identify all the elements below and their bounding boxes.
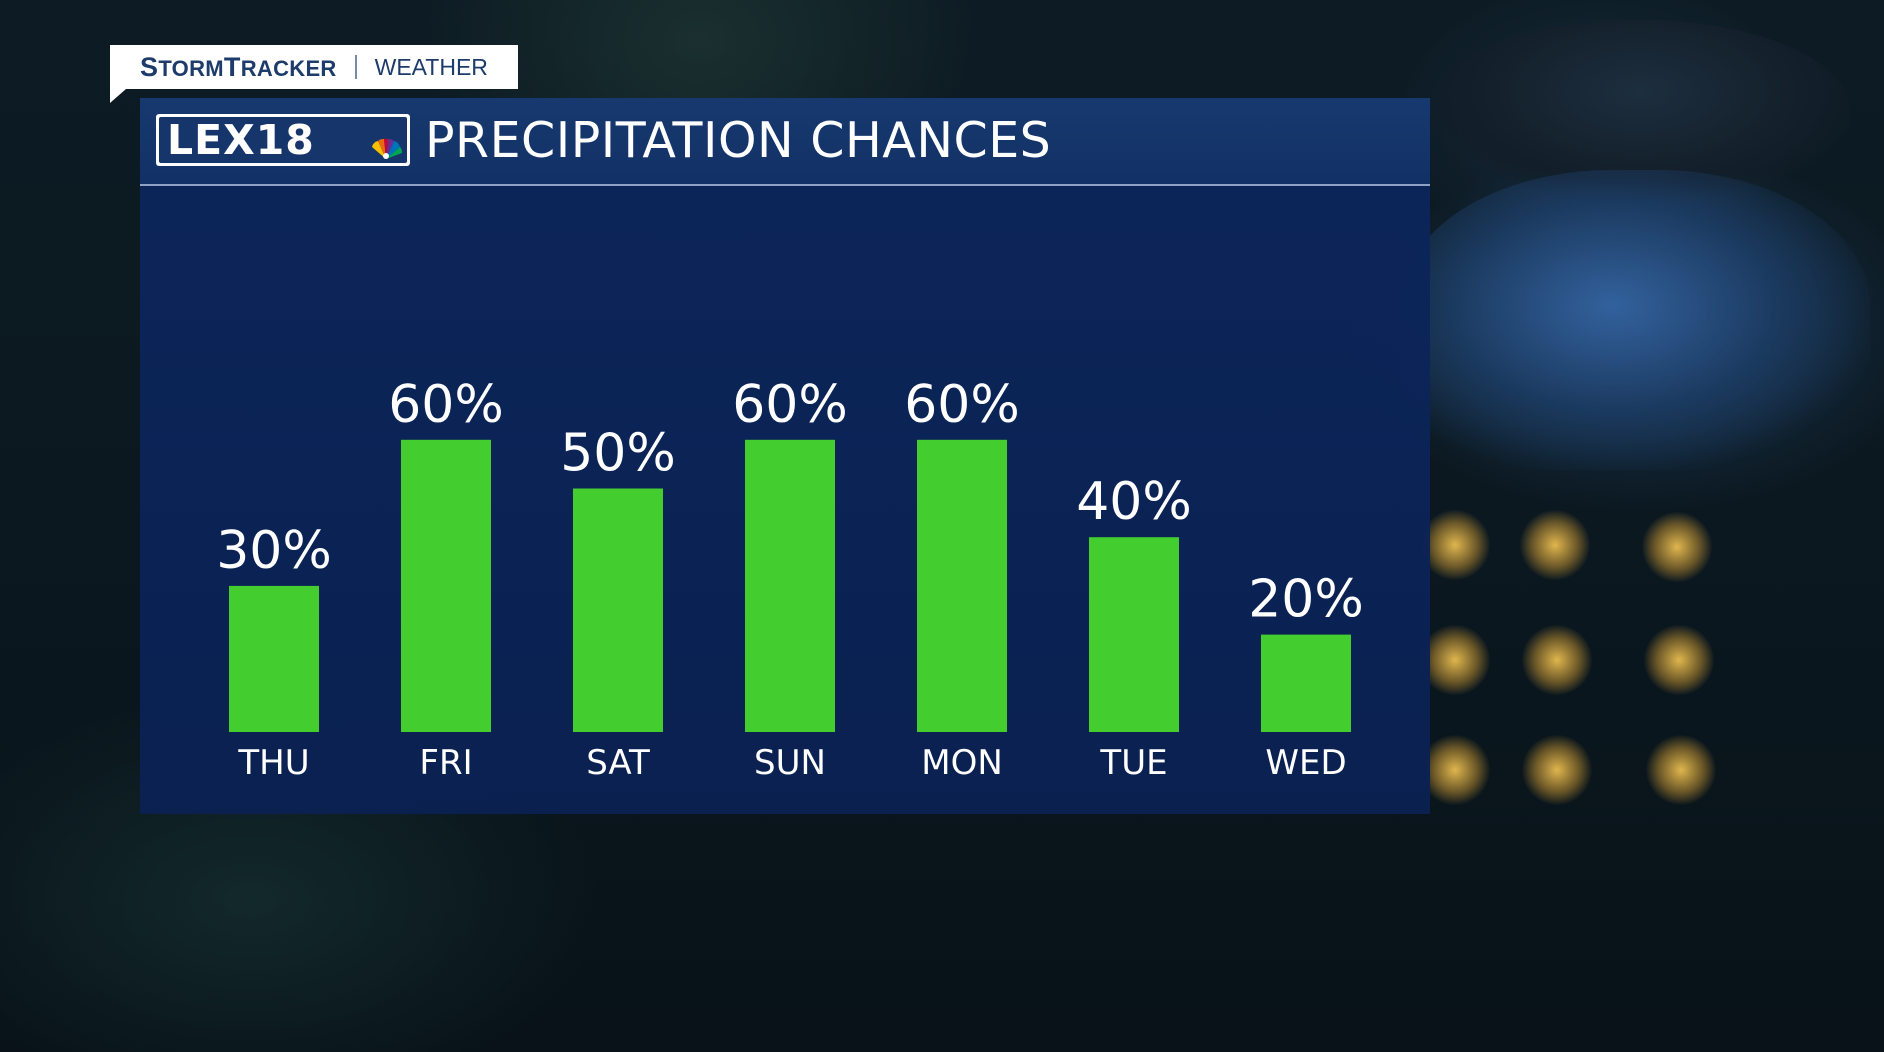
station-logo: LEX18	[156, 114, 410, 166]
value-label-wed: 20%	[1248, 570, 1364, 630]
background-light	[1642, 512, 1712, 582]
brand-divider	[354, 55, 357, 79]
precipitation-bar-chart: 30% THU 60% FRI 50% SAT 60% SUN 60% MON 40% TUE 20% W…	[216, 375, 1364, 783]
stormtracker-weather-tag: STORMTRACKER WEATHER	[110, 45, 518, 103]
background-light	[1420, 735, 1490, 805]
category-label-wed: WED	[1265, 743, 1346, 783]
background-light	[1420, 625, 1490, 695]
background-light	[1520, 510, 1590, 580]
value-label-thu: 30%	[216, 521, 332, 581]
category-label-tue: TUE	[1099, 743, 1167, 783]
bar-thu	[229, 585, 319, 732]
category-label-sat: SAT	[586, 743, 650, 783]
chart-panel: LEX18 PRECIPITATION CHANCES 30% THU 60% FRI…	[140, 98, 1430, 814]
bar-wed	[1261, 634, 1351, 732]
background-lantern-cap	[1400, 170, 1870, 470]
brand-subtitle: WEATHER	[374, 53, 488, 80]
brand-name: STORMTRACKER	[140, 51, 337, 82]
category-label-fri: FRI	[419, 743, 472, 783]
value-label-sat: 50%	[560, 424, 676, 484]
category-label-thu: THU	[237, 743, 309, 783]
background-light	[1522, 625, 1592, 695]
background-light	[1522, 735, 1592, 805]
value-label-tue: 40%	[1076, 472, 1192, 532]
background-light	[1420, 510, 1490, 580]
bar-tue	[1089, 537, 1179, 732]
chart-header: LEX18 PRECIPITATION CHANCES	[140, 98, 1430, 186]
category-label-sun: SUN	[754, 743, 826, 783]
background-light	[1644, 625, 1714, 695]
bar-sat	[573, 488, 663, 732]
chart-title: PRECIPITATION CHANCES	[425, 112, 1052, 169]
bar-sun	[745, 439, 835, 732]
nbc-peacock-icon	[372, 138, 403, 159]
bar-mon	[917, 439, 1007, 732]
logo-text: LEX18	[167, 115, 315, 164]
bar-fri	[401, 439, 491, 732]
value-label-mon: 60%	[904, 375, 1020, 435]
background-light	[1646, 735, 1716, 805]
value-label-fri: 60%	[388, 375, 504, 435]
value-label-sun: 60%	[732, 375, 848, 435]
category-label-mon: MON	[921, 743, 1003, 783]
